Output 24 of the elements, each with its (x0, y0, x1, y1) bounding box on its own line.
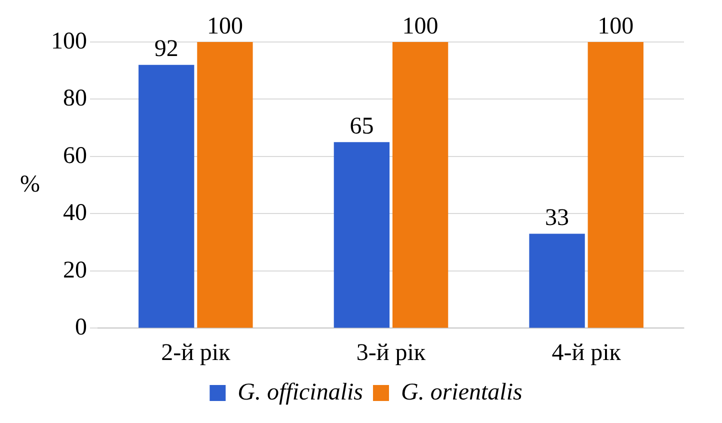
data-label: 100 (598, 13, 634, 40)
y-tick-label: 60 (63, 142, 87, 169)
bar (529, 234, 585, 328)
bar (392, 42, 448, 328)
data-label: 92 (154, 36, 178, 62)
data-label: 100 (402, 13, 438, 40)
y-tick-label: 80 (63, 86, 87, 112)
x-tick-label: 3-й рік (356, 340, 426, 366)
y-tick-label: 40 (63, 200, 87, 226)
data-label: 33 (545, 205, 570, 232)
data-label: 65 (350, 113, 374, 140)
x-tick-label: 2-й рік (161, 340, 231, 366)
bar (334, 142, 390, 328)
bar (588, 42, 644, 328)
y-tick-label: 0 (75, 314, 87, 340)
y-tick-label: 100 (51, 28, 87, 54)
data-label: 100 (206, 13, 243, 40)
y-axis-title: % (20, 171, 40, 198)
legend-label: G. officinalis (238, 379, 364, 406)
y-tick-label: 20 (63, 257, 87, 284)
legend-label: G. orientalis (401, 379, 522, 406)
x-tick-label: 4-й рік (552, 340, 622, 366)
bar (138, 64, 194, 328)
bar (197, 42, 253, 328)
